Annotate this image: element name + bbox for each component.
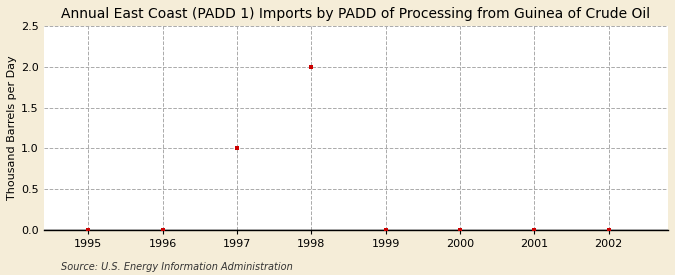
Point bbox=[380, 228, 391, 232]
Point bbox=[454, 228, 465, 232]
Y-axis label: Thousand Barrels per Day: Thousand Barrels per Day bbox=[7, 56, 17, 200]
Point bbox=[157, 228, 168, 232]
Title: Annual East Coast (PADD 1) Imports by PADD of Processing from Guinea of Crude Oi: Annual East Coast (PADD 1) Imports by PA… bbox=[61, 7, 651, 21]
Point bbox=[232, 146, 242, 151]
Point bbox=[306, 65, 317, 69]
Point bbox=[529, 228, 540, 232]
Point bbox=[603, 228, 614, 232]
Point bbox=[83, 228, 94, 232]
Text: Source: U.S. Energy Information Administration: Source: U.S. Energy Information Administ… bbox=[61, 262, 292, 272]
